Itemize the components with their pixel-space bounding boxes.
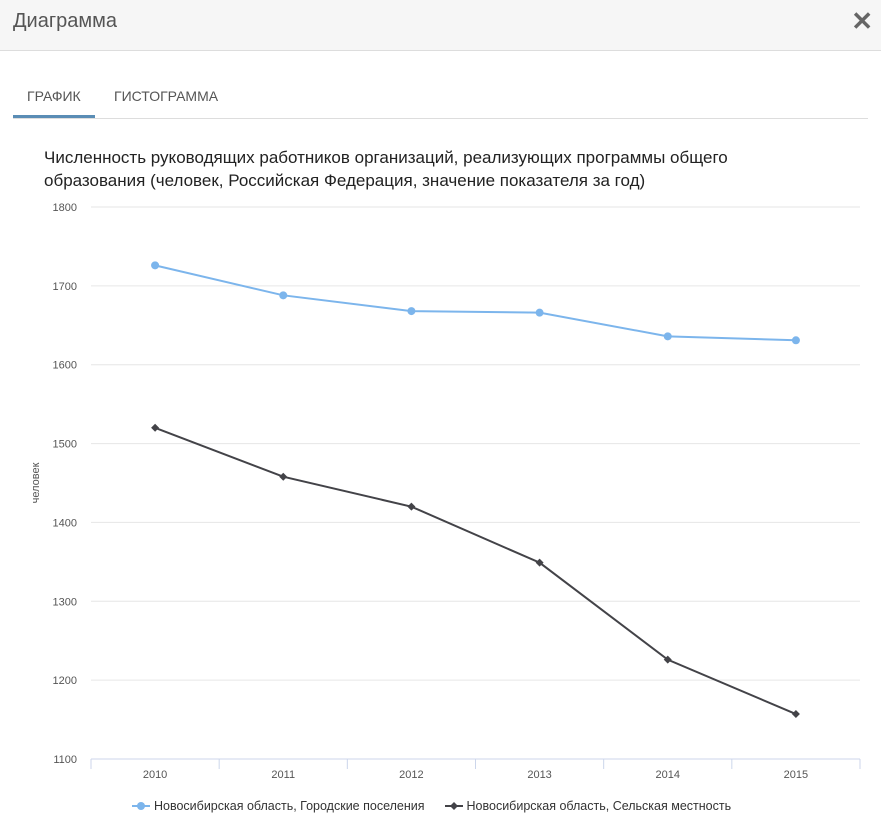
series-line-0 [154, 264, 796, 342]
dialog-title: Диаграмма [13, 10, 118, 32]
y-tick-label: 1400 [53, 517, 77, 529]
legend-label: Новосибирская область, Сельская местност… [466, 799, 732, 813]
chart-title-line2: образования (человек, Российская Федерац… [44, 171, 646, 190]
circle-marker-icon [132, 802, 150, 810]
legend-item-rural[interactable]: Новосибирская область, Сельская местност… [444, 799, 732, 813]
y-tick-label: 1500 [53, 439, 77, 451]
data-point [535, 308, 544, 317]
data-point [151, 261, 160, 270]
diamond-marker-icon [444, 802, 463, 810]
x-tick-label: 2012 [399, 769, 423, 781]
x-tick-label: 2010 [143, 769, 167, 781]
data-point [791, 710, 800, 719]
tab-bar: ГРАФИК ГИСТОГРАММА [13, 84, 868, 119]
legend-label: Новосибирская область, Городские поселен… [154, 799, 425, 813]
data-point [407, 502, 416, 511]
data-point [151, 423, 160, 432]
data-point [279, 291, 288, 300]
x-tick-label: 2014 [656, 769, 680, 781]
y-tick-label: 1700 [53, 281, 77, 293]
data-point [663, 332, 672, 341]
data-point [663, 655, 672, 664]
tab-histogram[interactable]: ГИСТОГРАММА [114, 88, 219, 104]
dialog-header: Диаграмма ✕ [0, 0, 881, 51]
y-tick-label: 1200 [53, 675, 77, 687]
y-axis-label: человек [30, 462, 42, 503]
close-icon[interactable]: ✕ [851, 6, 873, 36]
tab-graph[interactable]: ГРАФИК [13, 88, 95, 118]
legend: Новосибирская область, Городские поселен… [132, 799, 731, 813]
y-tick-label: 1800 [53, 202, 77, 214]
data-point [791, 336, 800, 345]
x-tick-label: 2013 [527, 769, 551, 781]
series-line-1 [154, 426, 797, 715]
data-point [535, 558, 544, 567]
y-tick-label: 1600 [53, 360, 77, 372]
x-tick-label: 2011 [271, 769, 295, 781]
x-tick-label: 2015 [784, 769, 808, 781]
chart-title: Численность руководящих работников орган… [44, 146, 844, 192]
chart-title-line1: Численность руководящих работников орган… [44, 148, 728, 167]
y-tick-label: 1100 [53, 754, 77, 766]
data-point [279, 472, 288, 481]
legend-item-urban[interactable]: Новосибирская область, Городские поселен… [132, 799, 425, 813]
data-point [407, 307, 416, 316]
y-tick-label: 1300 [53, 596, 77, 608]
